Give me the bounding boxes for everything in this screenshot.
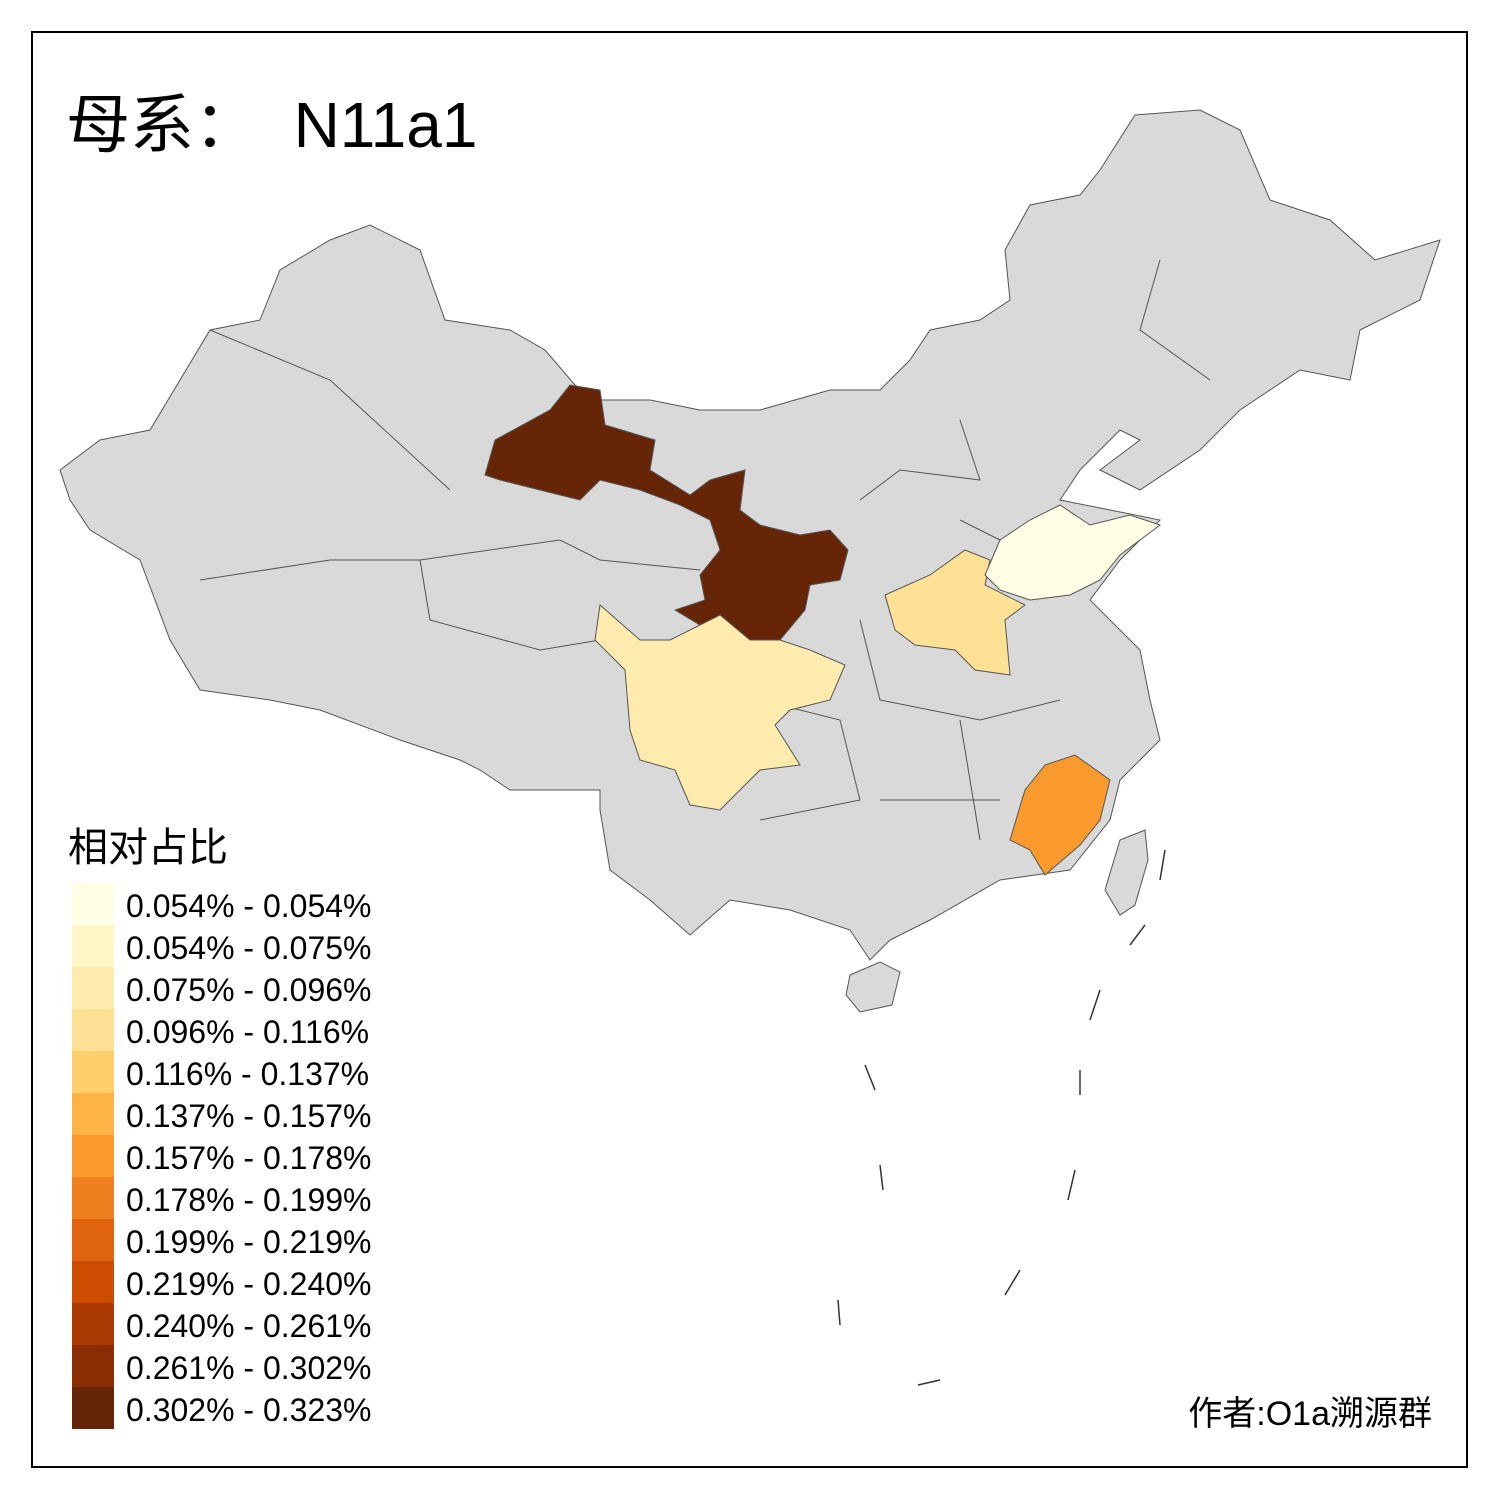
legend-item: 0.096% - 0.116%: [72, 1009, 372, 1051]
region-gansu: [484, 384, 849, 641]
legend-item: 0.157% - 0.178%: [72, 1135, 372, 1177]
south-china-sea-islands: [837, 849, 1166, 1386]
legend-swatch: [72, 1093, 114, 1135]
legend-item: 0.199% - 0.219%: [72, 1219, 372, 1261]
title-prefix: 母系：: [66, 89, 258, 163]
region-sichuan: [594, 604, 846, 811]
legend-swatch: [72, 1303, 114, 1345]
legend-swatch: [72, 1009, 114, 1051]
legend-item: 0.261% - 0.302%: [72, 1345, 372, 1387]
region-henan: [884, 549, 1026, 676]
region-shandong: [984, 504, 1162, 601]
legend-label: 0.178% - 0.199%: [126, 1182, 372, 1218]
legend-label: 0.075% - 0.096%: [126, 972, 372, 1008]
legend-swatch: [72, 1345, 114, 1387]
legend-swatch: [72, 1261, 114, 1303]
title-haplogroup: N11a1: [293, 89, 478, 161]
legend-label: 0.054% - 0.075%: [126, 930, 372, 966]
legend-item: 0.116% - 0.137%: [72, 1051, 372, 1093]
legend-swatch: [72, 1219, 114, 1261]
legend-item: 0.178% - 0.199%: [72, 1177, 372, 1219]
legend-item: 0.054% - 0.075%: [72, 925, 372, 967]
legend-item: 0.075% - 0.096%: [72, 967, 372, 1009]
legend-swatch: [72, 1387, 114, 1429]
legend-label: 0.240% - 0.261%: [126, 1308, 372, 1344]
legend-label: 0.137% - 0.157%: [126, 1098, 372, 1134]
legend-item: 0.240% - 0.261%: [72, 1303, 372, 1345]
legend-label: 0.199% - 0.219%: [126, 1224, 372, 1260]
map-title: 母系： N11a1: [66, 74, 477, 166]
taiwan-island: [1104, 829, 1149, 916]
legend-label: 0.096% - 0.116%: [126, 1014, 370, 1050]
legend-item: 0.302% - 0.323%: [72, 1387, 372, 1429]
region-fujian: [1009, 754, 1111, 876]
legend-swatch: [72, 1051, 114, 1093]
legend-title: 相对占比: [68, 825, 228, 871]
legend-swatch: [72, 925, 114, 967]
legend-label: 0.157% - 0.178%: [126, 1140, 372, 1176]
legend-swatch: [72, 967, 114, 1009]
legend-item: 0.219% - 0.240%: [72, 1261, 372, 1303]
legend-swatch: [72, 1135, 114, 1177]
legend-item: 0.137% - 0.157%: [72, 1093, 372, 1135]
legend-item: 0.054% - 0.054%: [72, 883, 372, 925]
legend-label: 0.219% - 0.240%: [126, 1266, 372, 1302]
legend-swatch: [72, 1177, 114, 1219]
legend-label: 0.302% - 0.323%: [126, 1392, 372, 1428]
legend-label: 0.261% - 0.302%: [126, 1350, 372, 1386]
hainan-island: [845, 961, 901, 1013]
legend-label: 0.054% - 0.054%: [126, 888, 372, 924]
author-credit: 作者:O1a溯源群: [1188, 1395, 1432, 1433]
legend-label: 0.116% - 0.137%: [126, 1056, 370, 1092]
legend: 0.054% - 0.054% 0.054% - 0.075% 0.075% - 0…: [72, 883, 372, 1429]
legend-swatch: [72, 883, 114, 925]
map-frame: [31, 31, 1468, 1468]
